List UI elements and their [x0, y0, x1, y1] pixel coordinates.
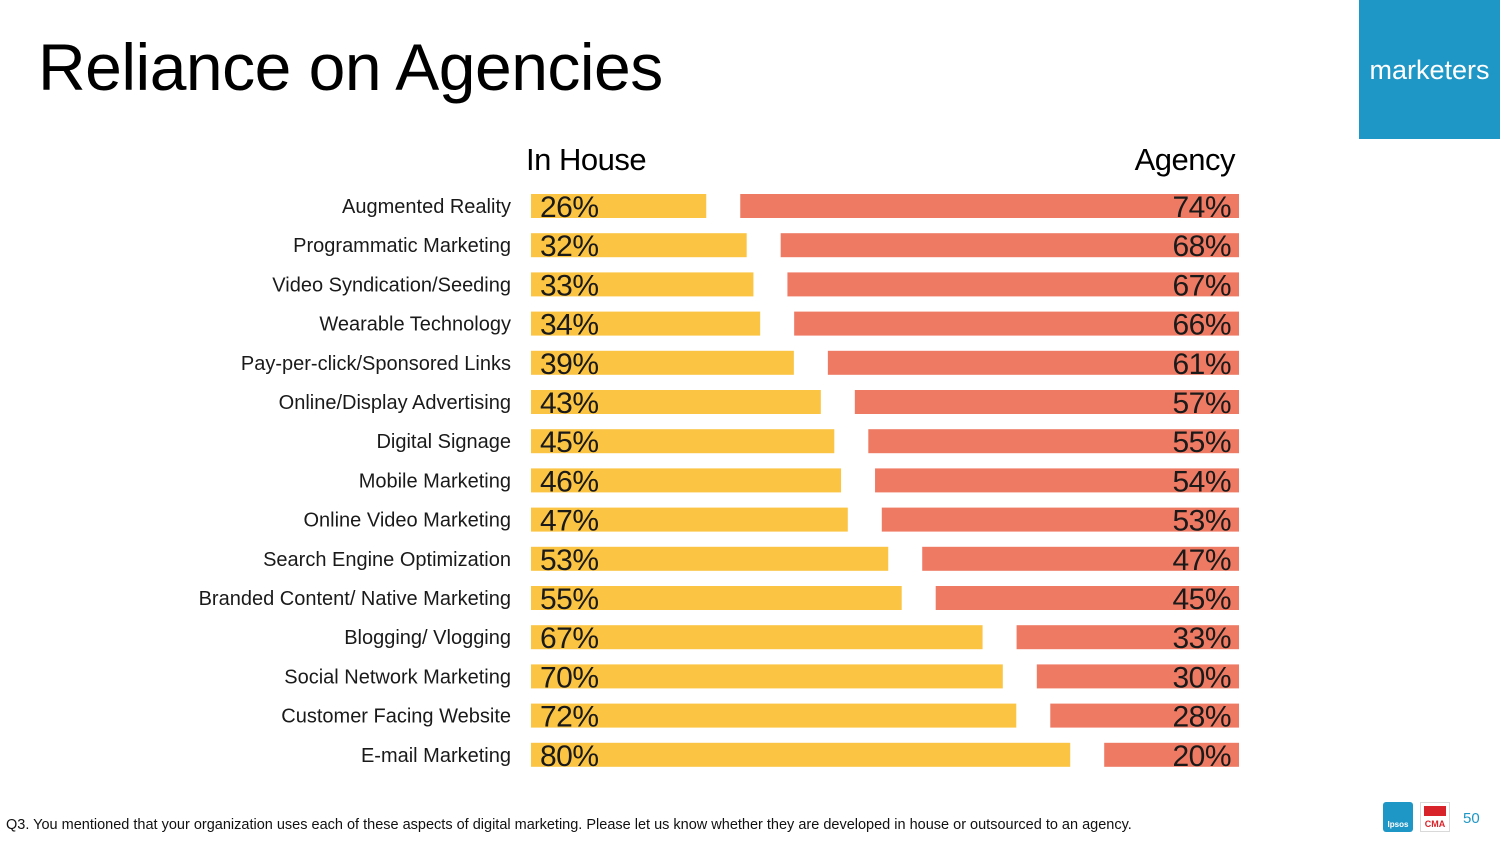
category-label: Online/Display Advertising	[279, 392, 511, 414]
agency-value-label: 54%	[1172, 465, 1231, 498]
in-house-value-label: 39%	[540, 348, 599, 381]
agency-bar	[935, 586, 1239, 610]
agency-header: Agency	[1134, 142, 1236, 177]
category-label: Search Engine Optimization	[263, 549, 511, 571]
logos: Ipsos CMA	[1383, 802, 1451, 832]
category-label: E-mail Marketing	[361, 745, 511, 767]
cma-logo-text: CMA	[1424, 819, 1446, 829]
category-label: Mobile Marketing	[359, 470, 511, 492]
agency-bar	[868, 429, 1239, 454]
agency-bar	[1036, 664, 1239, 689]
in-house-value-label: 80%	[540, 740, 599, 773]
category-label: Video Syndication/Seeding	[272, 274, 511, 296]
agency-value-label: 61%	[1172, 348, 1231, 381]
in-house-bar	[531, 468, 842, 493]
in-house-value-label: 43%	[540, 387, 599, 420]
slide-title: Reliance on Agencies	[38, 30, 663, 104]
agency-bar	[827, 350, 1239, 375]
in-house-bar	[531, 194, 707, 218]
page-number: 50	[1463, 810, 1480, 827]
in-house-bar	[531, 703, 1017, 728]
agency-bar	[794, 311, 1239, 336]
ipsos-logo: Ipsos	[1383, 802, 1413, 832]
agency-value-label: 55%	[1172, 426, 1231, 459]
in-house-bar	[531, 390, 821, 414]
agency-bar	[1016, 625, 1239, 650]
agency-bar	[881, 507, 1239, 532]
in-house-value-label: 46%	[540, 465, 599, 498]
in-house-value-label: 45%	[540, 426, 599, 459]
in-house-value-label: 72%	[540, 701, 599, 734]
category-label: Branded Content/ Native Marketing	[199, 588, 511, 610]
agency-value-label: 68%	[1172, 230, 1231, 263]
in-house-value-label: 34%	[540, 309, 599, 342]
agency-value-label: 67%	[1172, 269, 1231, 302]
category-label: Wearable Technology	[319, 314, 511, 336]
agency-bar	[875, 468, 1239, 493]
agency-bar	[922, 546, 1239, 571]
ipsos-logo-text: Ipsos	[1387, 820, 1409, 829]
in-house-value-label: 32%	[540, 230, 599, 263]
category-label: Programmatic Marketing	[293, 235, 511, 257]
in-house-value-label: 47%	[540, 505, 599, 538]
category-label: Blogging/ Vlogging	[344, 627, 511, 649]
agency-value-label: 33%	[1172, 622, 1231, 655]
agency-value-label: 30%	[1172, 661, 1231, 694]
category-label: Pay-per-click/Sponsored Links	[241, 353, 511, 375]
agency-value-label: 53%	[1172, 505, 1231, 538]
category-label: Digital Signage	[376, 431, 511, 453]
in-house-bar	[531, 625, 983, 650]
in-house-bar	[531, 586, 902, 610]
agency-bar	[854, 390, 1239, 414]
agency-bar	[787, 272, 1239, 297]
agency-bar	[1104, 742, 1239, 767]
cma-logo: CMA	[1420, 802, 1450, 832]
in-house-value-label: 33%	[540, 269, 599, 302]
in-house-value-label: 55%	[540, 583, 599, 616]
in-house-bar	[531, 664, 1003, 689]
in-house-bar	[531, 507, 848, 532]
in-house-bar	[531, 272, 754, 297]
footnote: Q3. You mentioned that your organization…	[6, 817, 1132, 833]
in-house-value-label: 53%	[540, 544, 599, 577]
agency-bar	[780, 233, 1239, 258]
in-house-value-label: 26%	[540, 191, 599, 224]
agency-value-label: 20%	[1172, 740, 1231, 773]
in-house-bar	[531, 429, 835, 454]
in-house-bar	[531, 742, 1071, 767]
agency-bar	[740, 194, 1239, 218]
in-house-bar	[531, 233, 747, 258]
category-label: Customer Facing Website	[281, 706, 511, 728]
category-label: Augmented Reality	[342, 196, 511, 218]
agency-value-label: 47%	[1172, 544, 1231, 577]
in-house-header: In House	[526, 142, 647, 177]
in-house-bar	[531, 311, 761, 336]
agency-value-label: 66%	[1172, 309, 1231, 342]
audience-badge-label: marketers	[1369, 55, 1490, 85]
category-label: Online Video Marketing	[303, 510, 511, 532]
audience-badge: marketers	[1359, 0, 1500, 139]
in-house-bar	[531, 350, 794, 375]
agency-value-label: 28%	[1172, 701, 1231, 734]
agency-value-label: 45%	[1172, 583, 1231, 616]
in-house-value-label: 70%	[540, 661, 599, 694]
category-label: Social Network Marketing	[284, 666, 511, 688]
agency-value-label: 74%	[1172, 191, 1231, 224]
in-house-bar	[531, 546, 889, 571]
agency-value-label: 57%	[1172, 387, 1231, 420]
in-house-value-label: 67%	[540, 622, 599, 655]
agency-bar	[1050, 703, 1239, 728]
